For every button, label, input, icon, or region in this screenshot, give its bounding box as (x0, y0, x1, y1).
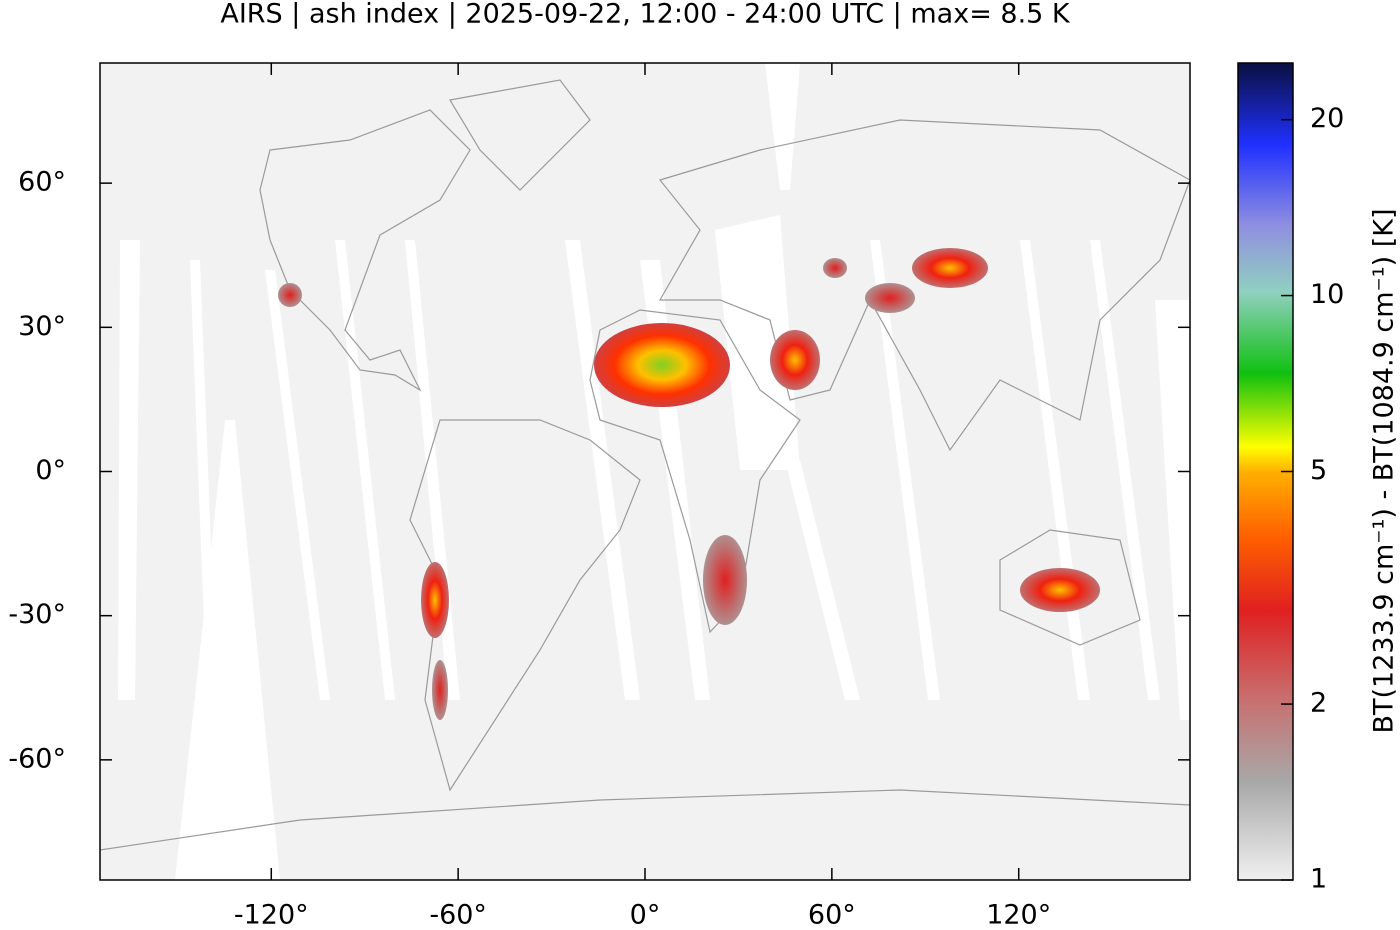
x-tick-label: 120° (986, 900, 1051, 930)
colorbar-tick-label: 10 (1310, 279, 1344, 310)
colorbar-tick-label: 2 (1310, 688, 1327, 719)
x-tick-label: -120° (234, 900, 309, 930)
x-tick-label: -60° (429, 900, 487, 930)
colorbar-tick-label: 5 (1310, 455, 1327, 486)
y-tick-label: 0° (35, 455, 66, 486)
colorbar-tick-label: 20 (1310, 103, 1344, 134)
map-background (100, 63, 1190, 880)
colorbar-label: BT(1233.9 cm⁻¹) - BT(1084.9 cm⁻¹) [K] (1369, 209, 1400, 734)
y-tick-label: 60° (18, 167, 66, 198)
y-tick-label: 30° (18, 311, 66, 342)
ash-index-field (278, 248, 1100, 720)
x-tick-label: 0° (630, 900, 661, 930)
y-tick-label: -60° (8, 743, 66, 774)
colorbar-tick-label: 1 (1310, 864, 1327, 895)
chart-title: AIRS | ash index | 2025-09-22, 12:00 - 2… (220, 0, 1071, 30)
y-tick-label: -30° (8, 599, 66, 630)
map-layer (100, 63, 1190, 880)
x-tick-label: 60° (808, 900, 856, 930)
